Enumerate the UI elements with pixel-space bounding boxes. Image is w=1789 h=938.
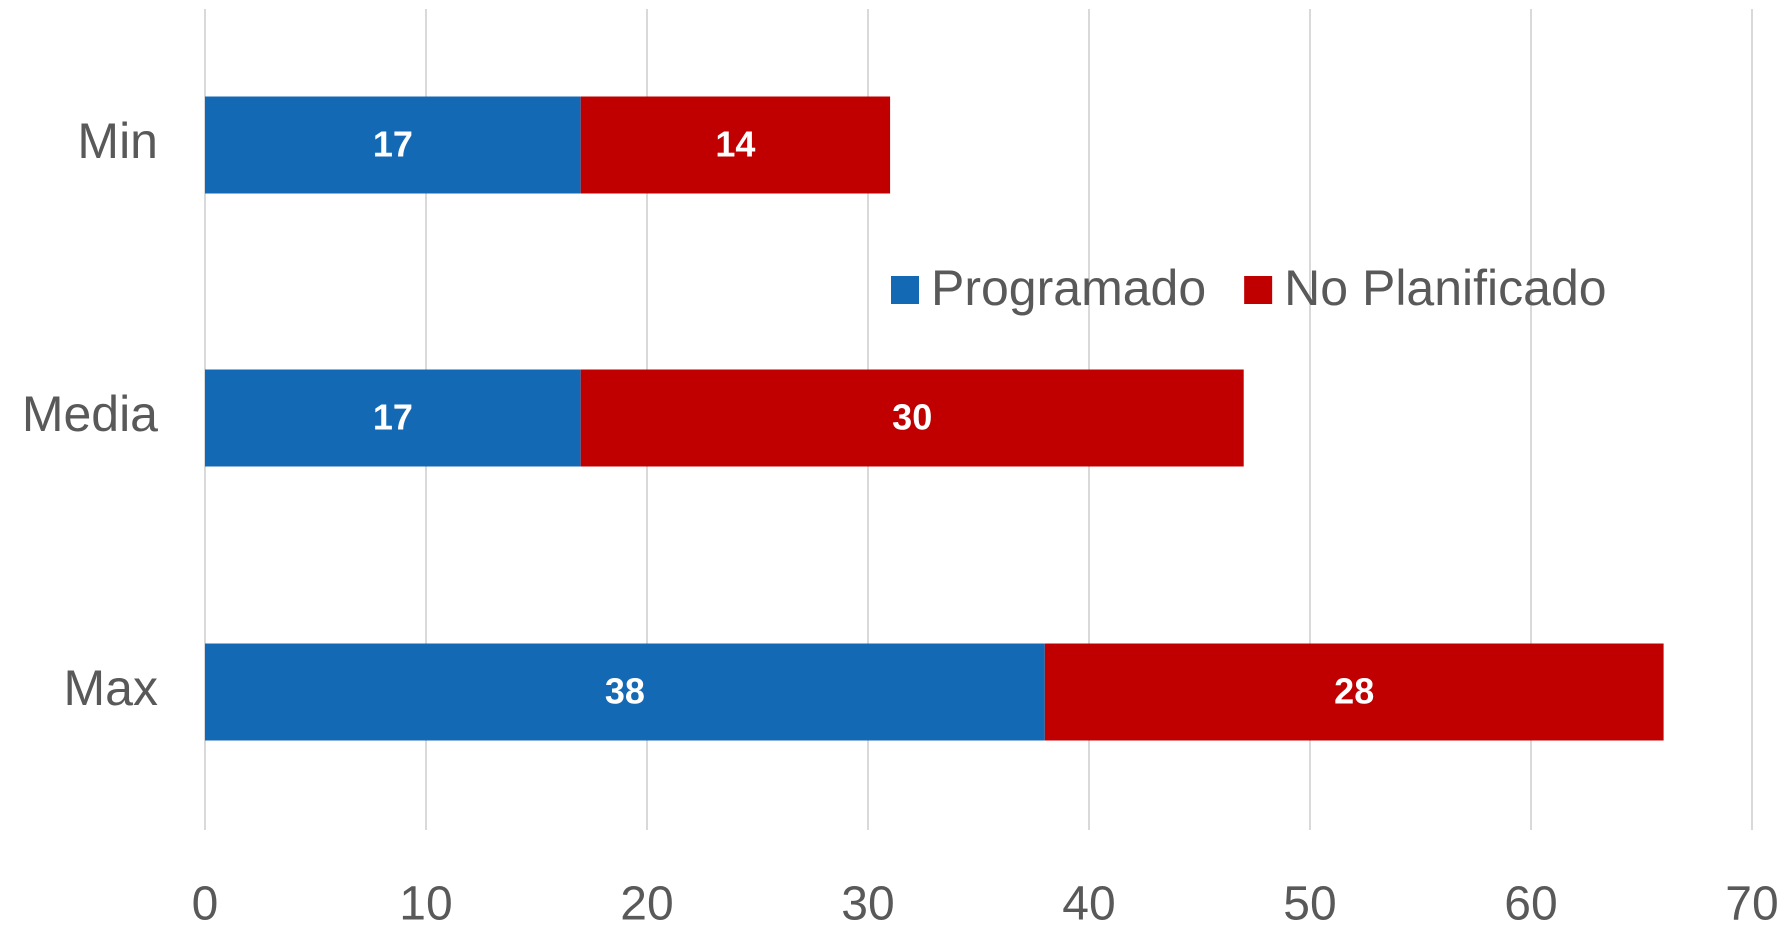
data-label: 38: [605, 671, 645, 712]
y-tick-label: Media: [22, 386, 158, 442]
x-tick-label: 20: [620, 878, 673, 931]
bar-segment: [580, 96, 891, 194]
data-label: 30: [892, 397, 932, 438]
legend-swatch: [1244, 276, 1273, 304]
x-tick-label: 10: [399, 878, 452, 931]
legend-label: Programado: [931, 260, 1206, 316]
bar-segment: [1044, 643, 1664, 741]
x-tick-label: 0: [192, 878, 219, 931]
data-label: 28: [1334, 671, 1374, 712]
bar-segment: [205, 643, 1045, 741]
legend-swatch: [891, 276, 919, 304]
legend-label: No Planificado: [1284, 260, 1606, 316]
x-tick-label: 60: [1504, 878, 1557, 931]
x-tick-label: 50: [1283, 878, 1336, 931]
data-label: 14: [715, 124, 755, 165]
y-tick-label: Max: [64, 660, 158, 716]
data-label: 17: [373, 124, 413, 165]
bar-segment: [205, 369, 581, 467]
x-tick-label: 40: [1062, 878, 1115, 931]
x-tick-label: 70: [1725, 878, 1778, 931]
bar-segment: [205, 96, 581, 194]
x-tick-label: 30: [841, 878, 894, 931]
bar-segment: [580, 369, 1244, 467]
data-label: 17: [373, 397, 413, 438]
y-tick-label: Min: [77, 113, 158, 169]
